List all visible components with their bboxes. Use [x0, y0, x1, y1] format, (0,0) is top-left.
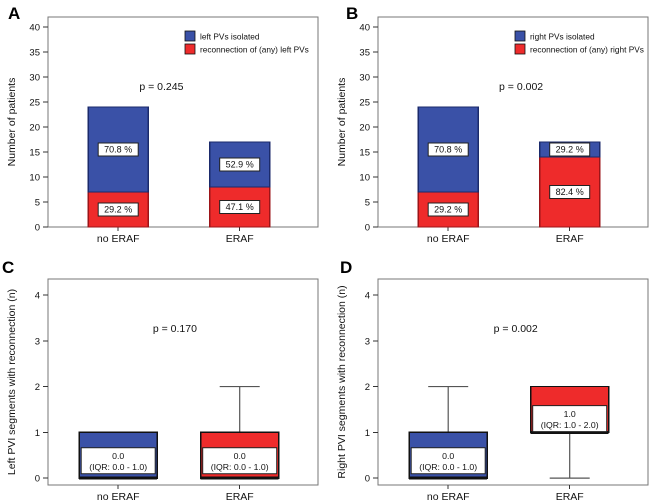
p-value-label: p = 0.170	[153, 323, 197, 335]
legend-swatch-blue	[184, 30, 196, 42]
panel-c-letter: C	[2, 258, 15, 277]
legend-swatch-red	[514, 43, 526, 55]
iqr-label-box	[80, 447, 156, 475]
panel-c: 0 1 2 3 4 Left PVI segments with reconnection…	[0, 252, 330, 504]
x-category-label: ERAF	[226, 233, 254, 245]
plot-frame	[47, 278, 319, 486]
y-tick-label: 25	[29, 98, 40, 109]
y-tick-label: 0	[35, 223, 40, 234]
legend-swatch-blue	[514, 30, 526, 42]
panel-b: 0 5 10 15 20 25 30 35 40 Number of patients no ERA…	[330, 0, 660, 252]
y-tick-label: 20	[29, 123, 40, 134]
y-tick-label: 40	[29, 23, 40, 34]
percent-label-box	[97, 142, 139, 157]
y-tick-label: 4	[35, 291, 40, 302]
y-axis-label: Number of patients	[336, 78, 348, 167]
iqr-label-box	[202, 447, 278, 475]
y-tick-label: 10	[29, 173, 40, 184]
iqr-label-text-line2: (IQR: 1.0 - 2.0)	[541, 420, 599, 430]
y-tick-label: 2	[35, 382, 40, 393]
panel-a-chart: 0 5 10 15 20 25 30 35 40 Number of patients no ERA…	[6, 16, 319, 245]
y-tick-label: 4	[365, 291, 370, 302]
y-tick-label: 30	[29, 73, 40, 84]
x-category-label: ERAF	[556, 233, 584, 245]
p-value-label: p = 0.245	[139, 81, 183, 93]
iqr-label-text-line2: (IQR: 0.0 - 1.0)	[211, 462, 269, 472]
y-tick-label: 1	[365, 428, 370, 439]
x-category-label: ERAF	[226, 491, 254, 503]
y-tick-label: 35	[359, 48, 370, 59]
y-tick-label: 20	[359, 123, 370, 134]
y-axis-label: Left PVI segments with reconnection (n)	[6, 289, 18, 475]
y-tick-label: 5	[365, 198, 370, 209]
percent-label-box	[549, 185, 591, 199]
iqr-label-text-line1: 0.0	[112, 451, 124, 461]
percent-label-text: 29.2 %	[556, 145, 584, 155]
p-value-label: p = 0.002	[499, 81, 543, 93]
x-category-label: ERAF	[556, 491, 584, 503]
panel-a: 0 5 10 15 20 25 30 35 40 Number of patients no ERA…	[0, 0, 330, 252]
y-tick-label: 5	[35, 198, 40, 209]
y-tick-label: 1	[35, 428, 40, 439]
y-tick-label: 0	[365, 223, 370, 234]
iqr-label-box	[410, 447, 486, 475]
legend-label: right PVs isolated	[530, 32, 595, 42]
y-axis-label: Right PVI segments with reconnection (n)	[336, 285, 348, 478]
percent-label-box	[97, 202, 139, 217]
panel-d-letter: D	[340, 258, 353, 277]
percent-label-box	[427, 142, 469, 157]
legend-label: reconnection of (any) right PVs	[530, 45, 644, 55]
iqr-label-text-line2: (IQR: 0.0 - 1.0)	[419, 462, 477, 472]
panel-b-chart: 0 5 10 15 20 25 30 35 40 Number of patients no ERA…	[336, 16, 649, 245]
y-tick-label: 3	[35, 336, 40, 347]
y-tick-label: 3	[365, 336, 370, 347]
y-tick-label: 10	[359, 173, 370, 184]
percent-label-box	[219, 200, 261, 214]
y-tick-label: 0	[365, 474, 370, 485]
iqr-label-text-line1: 1.0	[564, 409, 576, 419]
iqr-label-text-line1: 0.0	[442, 451, 454, 461]
percent-label-text: 47.1 %	[226, 202, 254, 212]
y-axis-label: Number of patients	[6, 78, 18, 167]
legend-label: reconnection of (any) left PVs	[200, 45, 309, 55]
y-tick-label: 40	[359, 23, 370, 34]
plot-frame	[377, 16, 649, 228]
x-category-label: no ERAF	[97, 233, 140, 245]
x-category-label: no ERAF	[427, 233, 470, 245]
y-tick-label: 15	[29, 148, 40, 159]
x-category-label: no ERAF	[427, 491, 470, 503]
percent-label-text: 52.9 %	[226, 160, 254, 170]
panel-d: 0 1 2 3 4 Right PVI segments with reconnectio…	[330, 252, 660, 504]
panel-b-letter: B	[346, 4, 359, 23]
y-tick-label: 0	[35, 474, 40, 485]
percent-label-text: 70.8 %	[434, 145, 462, 155]
y-tick-label: 25	[359, 98, 370, 109]
legend-label: left PVs isolated	[200, 32, 260, 42]
p-value-label: p = 0.002	[494, 323, 538, 335]
iqr-label-box	[532, 405, 608, 433]
panel-a-letter: A	[8, 4, 21, 23]
percent-label-box	[219, 157, 261, 172]
y-tick-label: 30	[359, 73, 370, 84]
iqr-label-text-line2: (IQR: 0.0 - 1.0)	[89, 462, 147, 472]
y-tick-label: 35	[29, 48, 40, 59]
plot-frame	[47, 16, 319, 228]
plot-frame	[377, 278, 649, 486]
x-category-label: no ERAF	[97, 491, 140, 503]
y-tick-label: 2	[365, 382, 370, 393]
percent-label-box	[549, 142, 591, 157]
percent-label-text: 29.2 %	[434, 205, 462, 215]
panel-d-chart: 0 1 2 3 4 Right PVI segments with reconnectio…	[336, 278, 649, 503]
percent-label-box	[427, 202, 469, 217]
panel-c-chart: 0 1 2 3 4 Left PVI segments with reconnection…	[6, 278, 319, 503]
percent-label-text: 70.8 %	[104, 145, 132, 155]
iqr-label-text-line1: 0.0	[234, 451, 246, 461]
percent-label-text: 82.4 %	[556, 187, 584, 197]
legend-swatch-red	[184, 43, 196, 55]
y-tick-label: 15	[359, 148, 370, 159]
percent-label-text: 29.2 %	[104, 205, 132, 215]
